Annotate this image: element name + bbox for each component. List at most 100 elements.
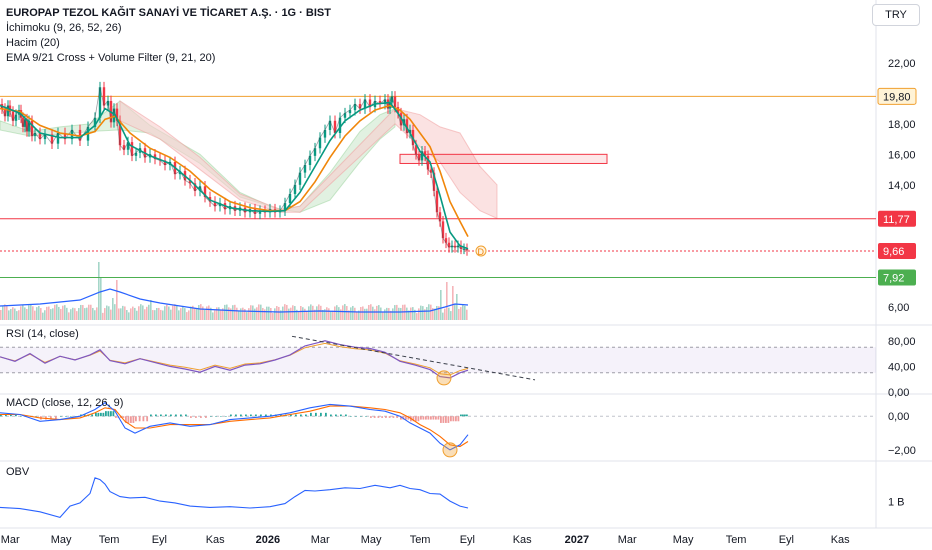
volume-bar: [334, 306, 336, 320]
indicator-ema-cross-label[interactable]: EMA 9/21 Cross + Volume Filter (9, 21, 2…: [6, 52, 216, 64]
volume-bar: [218, 307, 220, 320]
volume-bar: [92, 307, 94, 320]
time-tick-label: Mar: [1, 534, 20, 546]
volume-bar: [118, 308, 120, 320]
volume-bar: [144, 309, 146, 320]
volume-bar: [104, 308, 106, 320]
volume-bar: [200, 304, 202, 320]
volume-bar: [412, 307, 414, 320]
macd-hist-bar: [370, 416, 372, 418]
volume-bar: [76, 311, 78, 320]
volume-bar: [114, 304, 116, 320]
volume-bar: [276, 306, 278, 320]
volume-bar: [342, 305, 344, 320]
macd-hist-bar: [365, 416, 367, 417]
rsi-pane-label[interactable]: RSI (14, close): [6, 328, 79, 340]
volume-bar: [336, 305, 338, 320]
candle-body: [198, 186, 202, 191]
volume-bar: [128, 312, 130, 320]
volume-bar: [138, 306, 140, 320]
candle-body: [465, 248, 469, 251]
volume-bar: [216, 307, 218, 320]
volume-bar: [136, 310, 138, 320]
candle-body: [21, 117, 25, 127]
candle-body: [23, 119, 27, 127]
volume-bar: [438, 306, 440, 320]
volume-bar: [454, 304, 456, 320]
volume-bar: [360, 307, 362, 320]
volume-bar: [152, 310, 154, 320]
volume-bar: [332, 310, 334, 320]
volume-bar: [320, 305, 322, 320]
macd-hist-bar: [150, 414, 152, 417]
macd-hist-bar: [442, 416, 445, 423]
chart-title: EUROPAP TEZOL KAĞIT SANAYİ VE TİCARET A.…: [6, 7, 331, 19]
volume-bar: [188, 310, 190, 320]
volume-bar: [444, 308, 446, 320]
volume-bar: [450, 311, 452, 320]
macd-hist-bar: [220, 416, 222, 417]
candle-body: [414, 145, 418, 155]
macd-hist-bar: [340, 414, 342, 417]
candle-body: [134, 152, 138, 156]
macd-hist-bar: [445, 416, 447, 423]
volume-bar: [432, 308, 434, 320]
time-tick-label: Kas: [831, 534, 850, 546]
volume-bar: [210, 307, 212, 320]
macd-hist-bar: [165, 414, 167, 417]
volume-bar: [234, 304, 236, 320]
candle-body: [3, 108, 7, 117]
volume-bar: [60, 308, 62, 320]
candle-body: [293, 184, 297, 194]
volume-bar: [238, 311, 240, 320]
indicator-ichimoku-label[interactable]: İchimoku (9, 26, 52, 26): [6, 22, 122, 34]
volume-bar: [98, 262, 100, 320]
volume-bar: [306, 310, 308, 320]
macd-hist-bar: [20, 416, 22, 417]
rsi-tick-label: 80,00: [888, 336, 916, 348]
macd-hist-bar: [373, 416, 376, 418]
volume-bar: [322, 309, 324, 320]
macd-hist-bar: [270, 414, 272, 417]
macd-hist-bar: [15, 414, 17, 417]
volume-bar: [180, 308, 182, 320]
macd-hist-bar: [280, 414, 282, 417]
time-tick-label: Eyl: [152, 534, 167, 546]
volume-bar: [30, 304, 32, 320]
macd-hist-bar: [102, 412, 105, 417]
macd-hist-bar: [200, 416, 202, 418]
volume-bar: [126, 310, 128, 320]
volume-bar: [192, 305, 194, 320]
volume-bar: [318, 304, 320, 320]
volume-bar: [40, 308, 42, 320]
candle-body: [11, 111, 15, 121]
candle-body: [348, 110, 352, 114]
macd-hist-bar: [260, 414, 262, 417]
candle-body: [353, 104, 357, 111]
volume-bar: [386, 307, 388, 320]
macd-hist-bar: [55, 416, 57, 420]
obv-line: [0, 477, 469, 519]
volume-bar: [56, 304, 58, 320]
currency-button[interactable]: TRY: [872, 4, 920, 26]
candle-body: [435, 190, 439, 213]
macd-hist-bar: [447, 416, 450, 423]
volume-bar: [414, 309, 416, 320]
macd-hist-bar: [83, 414, 86, 417]
volume-bar: [304, 308, 306, 320]
volume-bar: [312, 305, 314, 320]
indicator-volume-label[interactable]: Hacim (20): [6, 37, 60, 49]
volume-bar: [254, 308, 256, 320]
volume-bar: [400, 307, 402, 320]
candle-body: [323, 129, 327, 138]
volume-bar: [422, 306, 424, 320]
macd-hist-bar: [460, 414, 462, 417]
volume-bar: [424, 309, 426, 320]
macd-pane-label[interactable]: MACD (close, 12, 26, 9): [6, 397, 124, 409]
volume-bar: [134, 307, 136, 320]
volume-bar: [358, 310, 360, 320]
obv-pane-label[interactable]: OBV: [6, 466, 30, 478]
volume-bar: [430, 304, 432, 320]
volume-bar: [58, 306, 60, 320]
